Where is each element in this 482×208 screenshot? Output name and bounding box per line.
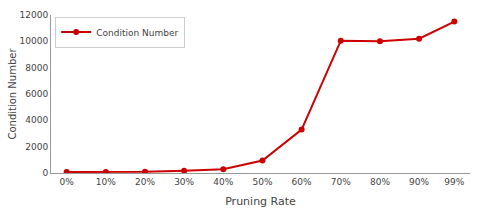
svg-text:80%: 80% bbox=[370, 177, 390, 187]
svg-text:50%: 50% bbox=[252, 177, 272, 187]
svg-text:90%: 90% bbox=[409, 177, 429, 187]
svg-text:4000: 4000 bbox=[25, 115, 48, 125]
svg-text:70%: 70% bbox=[331, 177, 351, 187]
svg-text:0%: 0% bbox=[60, 177, 75, 187]
svg-text:0: 0 bbox=[42, 168, 48, 178]
svg-text:6000: 6000 bbox=[25, 89, 48, 99]
svg-text:10000: 10000 bbox=[20, 36, 49, 46]
svg-text:99%: 99% bbox=[444, 177, 464, 187]
svg-text:Condition Number: Condition Number bbox=[96, 28, 178, 38]
svg-text:Pruning Rate: Pruning Rate bbox=[225, 195, 296, 208]
svg-text:30%: 30% bbox=[174, 177, 194, 187]
svg-text:12000: 12000 bbox=[20, 10, 49, 20]
svg-text:40%: 40% bbox=[213, 177, 233, 187]
svg-text:60%: 60% bbox=[292, 177, 312, 187]
svg-text:10%: 10% bbox=[96, 177, 116, 187]
svg-text:Condition Number: Condition Number bbox=[7, 48, 18, 140]
svg-text:8000: 8000 bbox=[25, 63, 48, 73]
svg-text:20%: 20% bbox=[135, 177, 155, 187]
svg-text:2000: 2000 bbox=[25, 142, 48, 152]
